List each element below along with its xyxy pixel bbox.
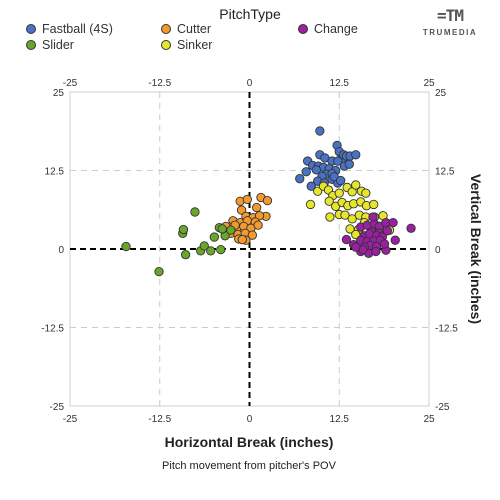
x-axis-title: Horizontal Break (inches) (165, 434, 334, 450)
legend-marker-cutter (161, 24, 171, 34)
data-points (121, 126, 416, 277)
point-slider (121, 241, 131, 252)
point-change (368, 212, 378, 222)
legend-item-slider[interactable]: Slider (26, 38, 74, 52)
point-cutter (247, 230, 258, 240)
legend-marker-slider (26, 40, 36, 50)
point-slider (178, 224, 189, 235)
legend-label-slider: Slider (42, 38, 74, 52)
x-tick-label-top: 12.5 (330, 78, 350, 89)
y-tick-label-left: -25 (50, 402, 65, 413)
point-change (379, 239, 390, 249)
x-tick-label-bottom: -25 (63, 414, 78, 425)
x-tick-label-top: -25 (63, 78, 78, 89)
point-sinker (340, 210, 350, 220)
point-cutter (253, 220, 263, 230)
y-tick-label-right: 0 (435, 245, 441, 256)
legend-marker-change (298, 24, 308, 34)
y-tick-label-left: 0 (58, 245, 64, 256)
point-sinker (361, 188, 371, 198)
point-slider (199, 241, 209, 251)
legend-label-fastball: Fastball (4S) (42, 22, 113, 36)
point-sinker (324, 196, 334, 206)
x-tick-label-top: 25 (423, 78, 435, 89)
y-tick-label-right: 12.5 (435, 167, 455, 178)
y-tick-label-left: 25 (53, 88, 65, 99)
point-slider (180, 250, 191, 260)
legend-marker-fastball (26, 24, 36, 34)
point-change (388, 217, 398, 228)
point-sinker (305, 199, 316, 210)
x-tick-label-bottom: 25 (423, 414, 435, 425)
point-sinker (334, 188, 344, 198)
x-tick-label-bottom: -12.5 (148, 414, 171, 425)
point-slider (190, 207, 200, 217)
point-slider (217, 224, 227, 234)
point-fastball (301, 167, 311, 177)
y-tick-label-right: -25 (435, 402, 450, 413)
point-sinker (325, 212, 335, 222)
y-axis-title: Vertical Break (inches) (468, 174, 484, 324)
point-fastball (333, 156, 343, 166)
chart-caption: Pitch movement from pitcher's POV (162, 460, 337, 472)
point-sinker (351, 180, 361, 190)
point-sinker (369, 199, 379, 210)
point-fastball (306, 181, 316, 191)
point-slider (226, 225, 236, 235)
trumedia-logo-mark: =TM (437, 6, 464, 25)
point-change (390, 235, 400, 245)
legend-marker-sinker (161, 40, 171, 50)
point-change (382, 226, 393, 236)
legend-label-cutter: Cutter (177, 22, 212, 36)
zero-axes (70, 92, 429, 406)
point-change (371, 246, 381, 257)
legend-label-sinker: Sinker (177, 38, 213, 52)
point-slider (154, 266, 164, 277)
point-fastball (311, 165, 321, 175)
trumedia-logo: =TM TRUMEDIA (418, 6, 482, 38)
legend-item-fastball[interactable]: Fastball (4S) (26, 22, 113, 36)
point-change (406, 223, 416, 233)
point-sinker (347, 214, 357, 224)
point-fastball (336, 175, 346, 186)
x-tick-label-bottom: 0 (247, 414, 253, 425)
x-tick-label-top: -12.5 (148, 78, 171, 89)
x-tick-label-top: 0 (247, 78, 253, 89)
legend-item-cutter[interactable]: Cutter (161, 22, 211, 36)
x-tick-label-bottom: 12.5 (330, 414, 350, 425)
legend-label-change: Change (314, 22, 358, 36)
point-slider (206, 246, 216, 256)
point-change (341, 234, 352, 245)
y-tick-label-right: 25 (435, 88, 447, 99)
point-change (351, 242, 361, 252)
legend-item-change[interactable]: Change (298, 22, 358, 36)
point-fastball (344, 159, 354, 169)
point-fastball (295, 174, 305, 184)
point-cutter (254, 211, 265, 221)
y-tick-label-left: 12.5 (45, 167, 65, 178)
y-tick-label-right: -12.5 (435, 324, 458, 335)
trumedia-logo-text: TRUMEDIA (422, 28, 478, 37)
point-fastball (351, 150, 361, 160)
point-cutter (252, 202, 262, 213)
point-cutter (237, 234, 247, 245)
point-slider (209, 232, 219, 242)
point-cutter (262, 195, 273, 206)
point-cutter (236, 205, 247, 215)
point-sinker (313, 186, 323, 196)
legend-item-sinker[interactable]: Sinker (161, 38, 212, 52)
point-slider (216, 244, 226, 255)
legend-title: PitchType (219, 6, 281, 22)
point-fastball (315, 126, 325, 136)
y-tick-label-left: -12.5 (41, 324, 64, 335)
point-cutter (242, 194, 252, 205)
